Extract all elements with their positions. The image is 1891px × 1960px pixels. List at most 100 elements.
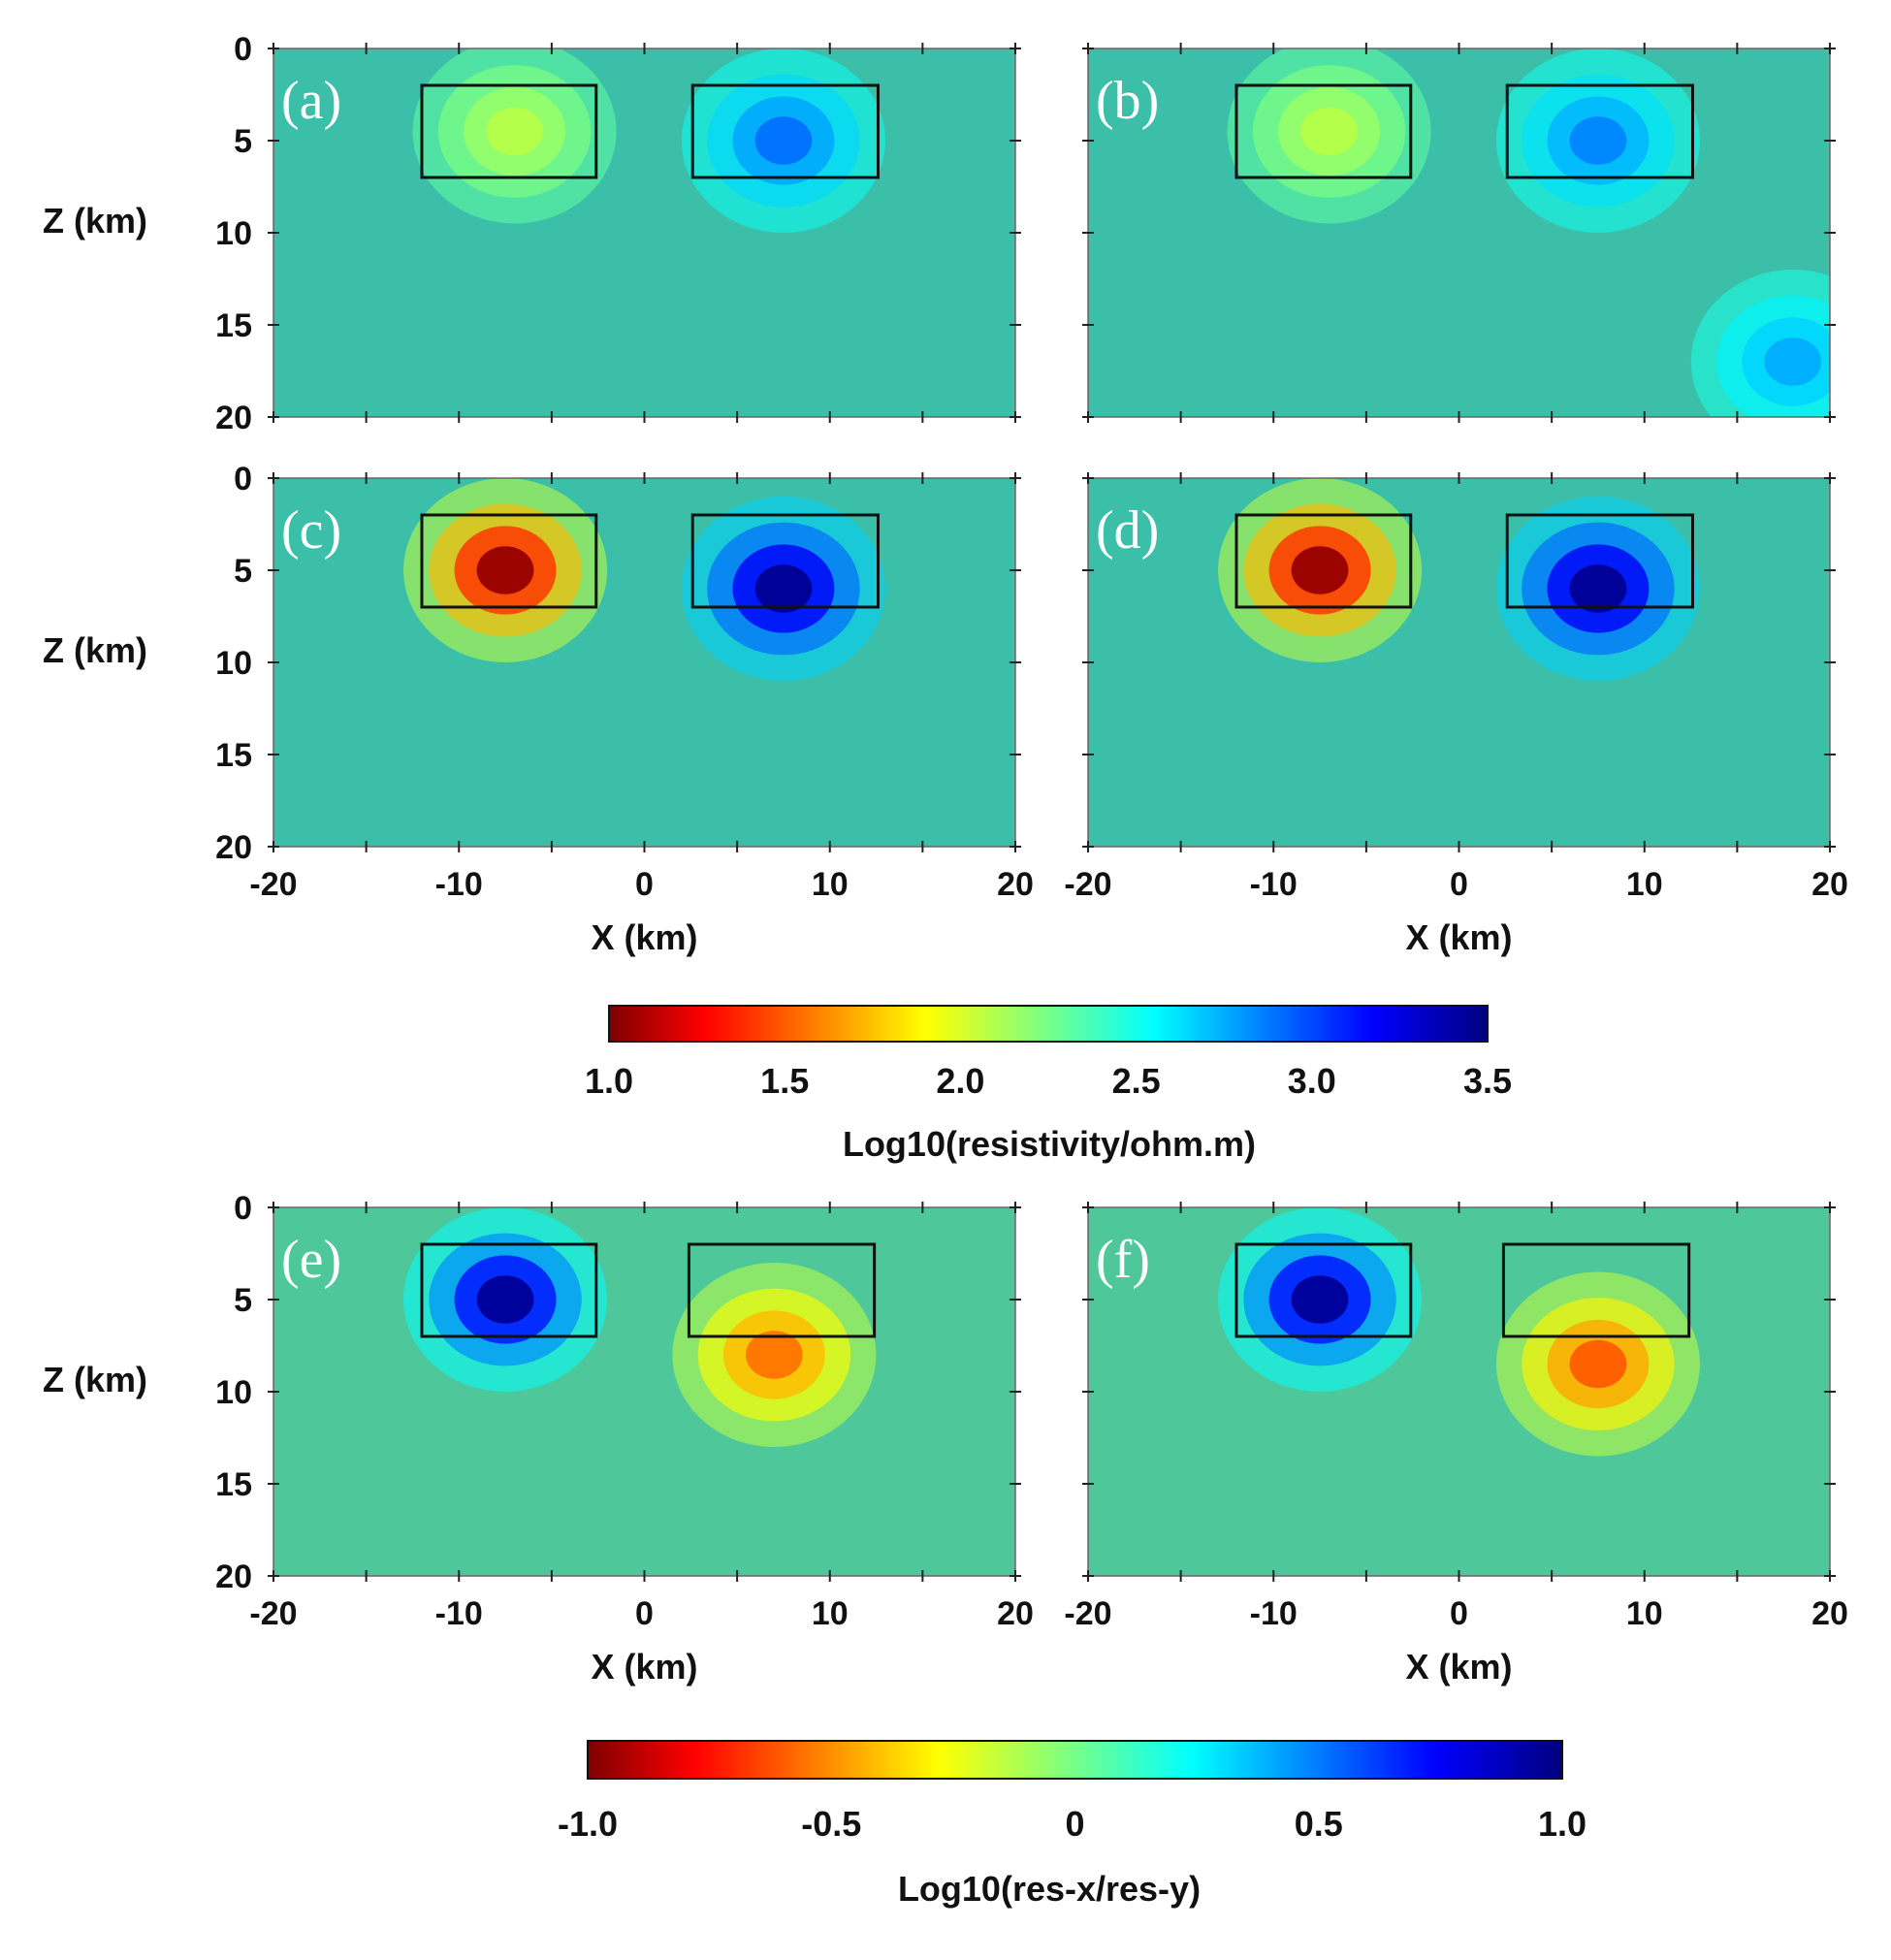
panel-letter: (e) — [281, 1230, 341, 1290]
anomaly-layer — [476, 1275, 534, 1324]
y-tick-label: 10 — [215, 1374, 252, 1411]
model-block-outline — [1234, 513, 1413, 609]
model-block-outline — [687, 1242, 877, 1338]
anomaly-layer — [745, 1331, 803, 1379]
y-tick-label: 10 — [215, 645, 252, 682]
panel-background — [1088, 1207, 1830, 1576]
x-tick-label: 10 — [812, 866, 849, 903]
model-block-outline — [1234, 1242, 1413, 1338]
x-tick-label: -10 — [1250, 1595, 1298, 1632]
x-tick-label: 20 — [1811, 1595, 1848, 1632]
y-tick-label: 10 — [215, 215, 252, 252]
panel-b: (b) — [1082, 43, 1836, 423]
resistivity-colorbar-tick-label: 3.5 — [1463, 1061, 1512, 1101]
panel-letter: (c) — [281, 500, 341, 561]
panel-background — [273, 1207, 1015, 1576]
anisotropy-colorbar-tick-label: 1.0 — [1538, 1804, 1587, 1844]
panel-background — [273, 48, 1015, 417]
y-tick-label: 20 — [215, 829, 252, 866]
x-tick-label: 10 — [1626, 866, 1663, 903]
panel-letter: (b) — [1096, 71, 1159, 131]
model-block-outline — [1505, 83, 1694, 179]
panel-f: -20 -10 0 10 20 X (km) (f) — [1064, 1202, 1848, 1687]
y-tick-label: 15 — [215, 1466, 252, 1503]
y-tick-label: 5 — [234, 553, 252, 590]
y-tick-label: 20 — [215, 400, 252, 436]
x-tick-label: -10 — [435, 866, 483, 903]
model-block-outline — [690, 83, 880, 179]
resistivity-colorbar-tick-label: 2.0 — [936, 1061, 984, 1101]
anisotropy-colorbar-tick-label: -1.0 — [558, 1804, 618, 1844]
x-tick-label: -20 — [1064, 1595, 1111, 1632]
x-tick-label: -20 — [249, 1595, 297, 1632]
x-axis-title: X (km) — [1405, 917, 1512, 957]
y-tick-label: 5 — [234, 123, 252, 160]
anomaly-layer — [1569, 564, 1627, 613]
y-tick-label: 0 — [234, 1190, 252, 1227]
x-tick-label: 0 — [635, 866, 654, 903]
y-tick-label: 5 — [234, 1282, 252, 1319]
y-tick-label: 0 — [234, 31, 252, 68]
panel-letter: (d) — [1096, 500, 1159, 561]
x-tick-label: 0 — [1450, 866, 1468, 903]
x-tick-label: 10 — [812, 1595, 849, 1632]
model-block-outline — [420, 1242, 598, 1338]
model-block-outline — [1501, 1242, 1691, 1338]
model-block-outline — [420, 513, 598, 609]
y-tick-label: 15 — [215, 737, 252, 774]
anomaly-layer — [1300, 107, 1359, 156]
anomaly-layer — [1569, 116, 1627, 165]
anisotropy-colorbar-tick-label: -0.5 — [801, 1804, 861, 1844]
anomaly-layer — [476, 546, 534, 594]
model-block-outline — [1505, 513, 1694, 609]
panel-d: -20 -10 0 10 20 X (km) (d) — [1064, 472, 1848, 957]
x-tick-label: 20 — [997, 1595, 1034, 1632]
y-tick-label: 15 — [215, 307, 252, 344]
anomaly-layer — [1291, 1275, 1349, 1324]
x-tick-label: -10 — [435, 1595, 483, 1632]
y-tick-label: 0 — [234, 461, 252, 498]
x-tick-label: 0 — [1450, 1595, 1468, 1632]
y-tick-label: 20 — [215, 1558, 252, 1595]
y-axis-title: Z (km) — [43, 630, 147, 670]
resistivity-colorbar-tick-label: 1.5 — [760, 1061, 809, 1101]
panel-a: 0 5 10 15 20 Z (km) (a) — [43, 31, 1021, 436]
anomaly-layer — [1764, 337, 1822, 386]
y-axis-title: Z (km) — [43, 1360, 147, 1399]
anomaly-layer — [754, 116, 813, 165]
anisotropy-colorbar-tick-label: 0 — [1065, 1804, 1084, 1844]
resistivity-colorbar-tick-label: 2.5 — [1112, 1061, 1161, 1101]
panel-letter: (a) — [281, 71, 341, 131]
panel-letter: (f) — [1096, 1230, 1150, 1290]
model-block-outline — [690, 513, 880, 609]
resistivity-colorbar-label: Log10(resistivity/ohm.m) — [843, 1124, 1256, 1164]
y-axis-title: Z (km) — [43, 201, 147, 241]
anomaly-layer — [1569, 1339, 1627, 1389]
x-tick-label: 20 — [997, 866, 1034, 903]
anomaly-layer — [754, 564, 813, 613]
model-block-outline — [1234, 83, 1413, 179]
anisotropy-colorbar-tick-label: 0.5 — [1295, 1804, 1343, 1844]
panel-background — [273, 478, 1015, 847]
anisotropy-colorbar-label: Log10(res-x/res-y) — [898, 1869, 1201, 1909]
x-tick-label: 20 — [1811, 866, 1848, 903]
x-tick-label: 0 — [635, 1595, 654, 1632]
x-tick-label: -10 — [1250, 866, 1298, 903]
anisotropy-colorbar: Log10(res-x/res-y) — [587, 1740, 1563, 1909]
x-axis-title: X (km) — [1405, 1647, 1512, 1687]
panel-background — [1088, 478, 1830, 847]
x-tick-label: 10 — [1626, 1595, 1663, 1632]
model-block-outline — [420, 83, 598, 179]
x-axis-title: X (km) — [591, 1647, 697, 1687]
resistivity-colorbar-tick-label: 3.0 — [1288, 1061, 1336, 1101]
resistivity-colorbar: Log10(resistivity/ohm.m) — [608, 1005, 1489, 1164]
anomaly-layer — [486, 107, 544, 156]
x-axis-title: X (km) — [591, 917, 697, 957]
resistivity-colorbar-tick-label: 1.0 — [585, 1061, 633, 1101]
anomaly-layer — [1291, 546, 1349, 594]
x-tick-label: -20 — [1064, 866, 1111, 903]
x-tick-label: -20 — [249, 866, 297, 903]
